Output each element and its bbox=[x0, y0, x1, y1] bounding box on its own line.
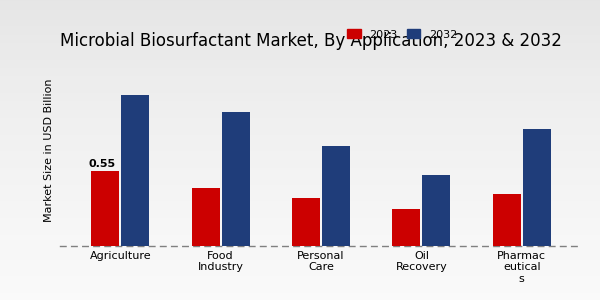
Legend: 2023, 2032: 2023, 2032 bbox=[343, 25, 461, 44]
Bar bbox=[493, 194, 521, 246]
Y-axis label: Market Size in USD Billion: Market Size in USD Billion bbox=[44, 78, 55, 222]
Bar bbox=[422, 175, 451, 246]
Bar bbox=[392, 209, 421, 246]
Bar bbox=[221, 112, 250, 246]
Bar bbox=[292, 198, 320, 246]
Text: 0.55: 0.55 bbox=[88, 159, 115, 169]
Bar bbox=[322, 146, 350, 246]
Text: Microbial Biosurfactant Market, By Application, 2023 & 2032: Microbial Biosurfactant Market, By Appli… bbox=[60, 32, 562, 50]
Bar bbox=[191, 188, 220, 246]
Bar bbox=[121, 95, 149, 246]
Bar bbox=[523, 129, 551, 246]
Bar bbox=[91, 171, 119, 246]
